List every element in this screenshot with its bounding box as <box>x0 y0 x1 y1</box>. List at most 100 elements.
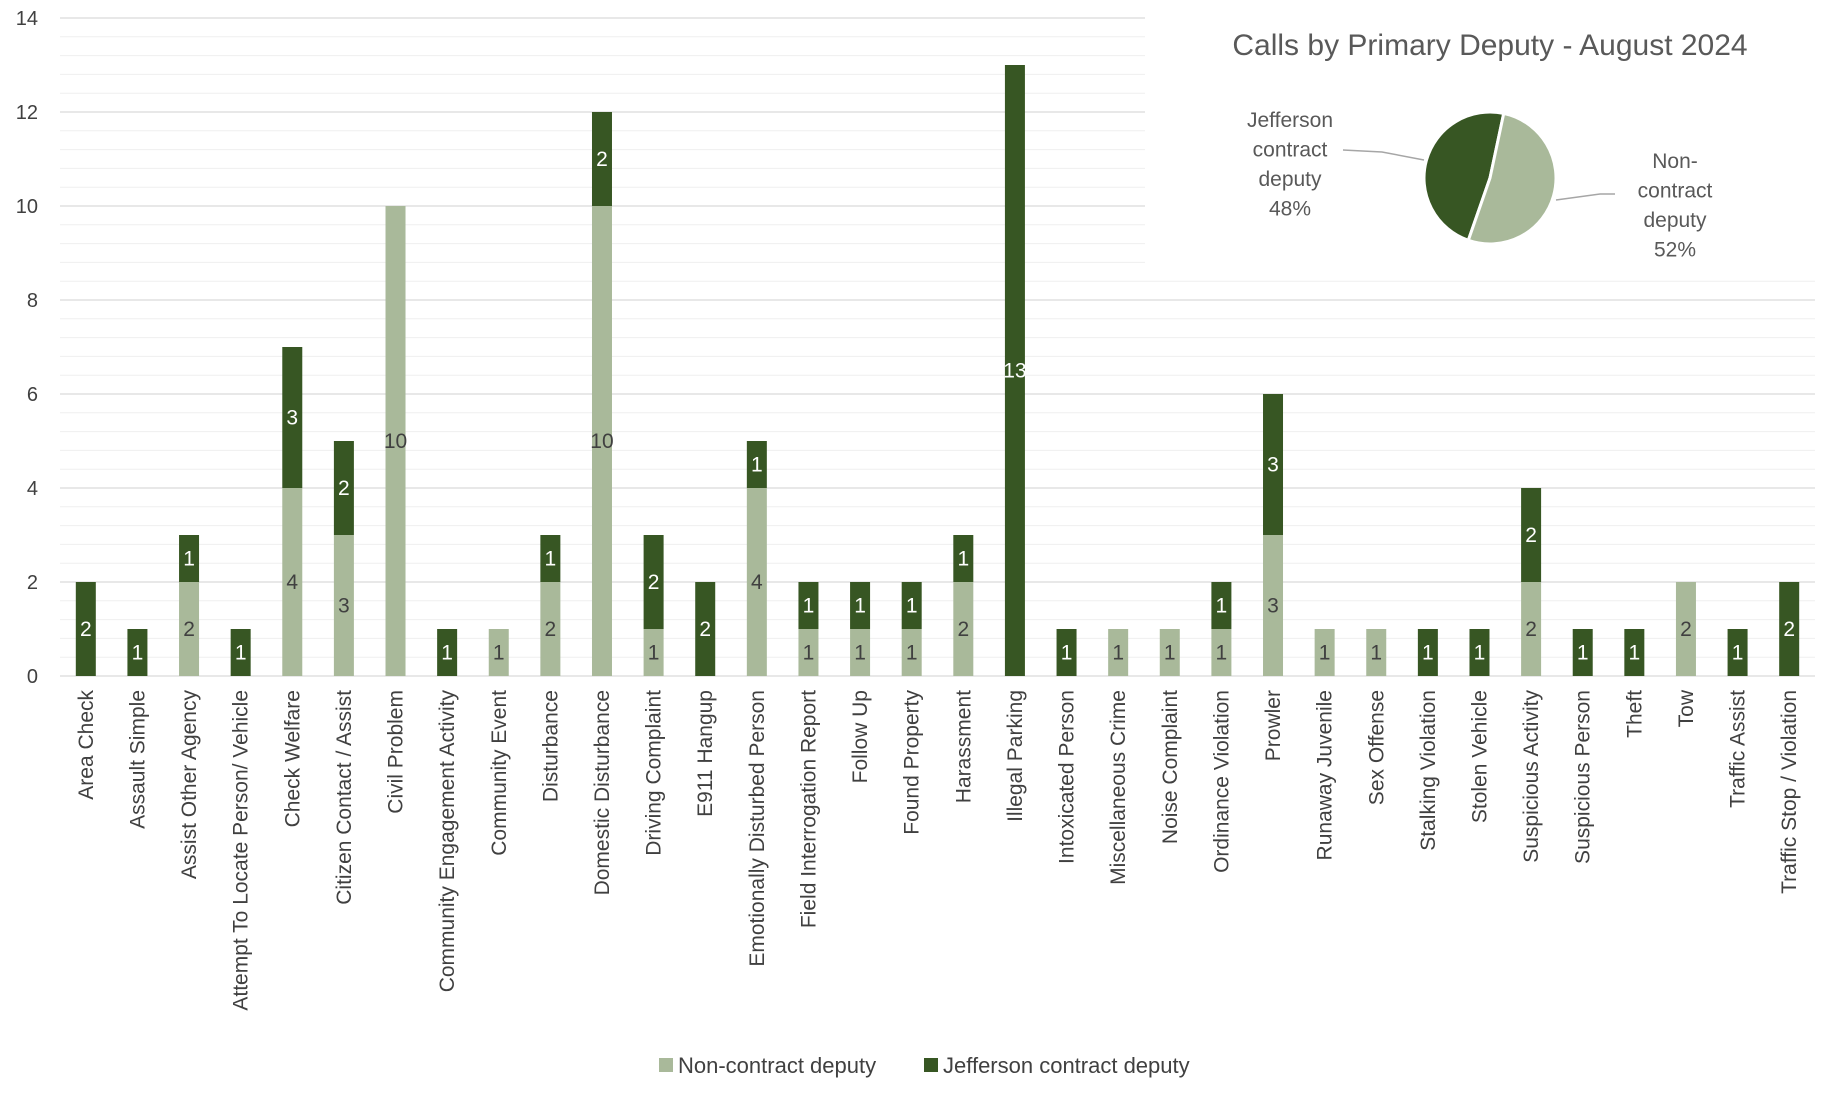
bar-driving-complaint-non-contract-deputy <box>643 629 664 676</box>
data-label: 1 <box>493 642 505 665</box>
pie-label-jefferson: Jefferson contract deputy 48% <box>1247 109 1333 221</box>
category-label: Sex Offense <box>1365 690 1388 805</box>
x-axis-categories: Area Check Assault Simple Assist Other Age… <box>75 689 1801 1010</box>
bar-disturbance-non-contract-deputy <box>540 582 561 676</box>
category-label: Stolen Vehicle <box>1468 690 1491 823</box>
category-label: Driving Complaint <box>643 690 666 856</box>
bar-tow-non-contract-deputy <box>1675 582 1696 676</box>
y-tick-label: 10 <box>16 196 38 218</box>
y-tick-label: 6 <box>27 384 38 406</box>
y-tick-label: 14 <box>16 8 38 30</box>
bar-community-engagement-activity-jefferson-contract-deputy <box>437 629 458 676</box>
category-label: Check Welfare <box>281 690 304 827</box>
category-label: Miscellaneous Crime <box>1107 690 1130 885</box>
data-label: 1 <box>545 548 557 571</box>
data-label: 10 <box>590 430 613 453</box>
bar-found-property-jefferson-contract-deputy <box>901 582 922 629</box>
bar-follow-up-non-contract-deputy <box>850 629 871 676</box>
bar-noise-complaint-non-contract-deputy <box>1159 629 1180 676</box>
bar-traffic-assist-jefferson-contract-deputy <box>1727 629 1748 676</box>
category-label: Traffic Stop / Violation <box>1778 690 1801 894</box>
pie-slice-non-contract-deputy <box>1466 111 1558 246</box>
pie-chart: Calls by Primary Deputy - August 2024 Je… <box>1232 29 1747 262</box>
bar-miscellaneous-crime-non-contract-deputy <box>1108 629 1129 676</box>
bar-assist-other-agency-jefferson-contract-deputy <box>179 535 200 582</box>
category-label: Found Property <box>901 690 924 835</box>
category-label: Assault Simple <box>126 690 149 829</box>
bar-sex-offense-non-contract-deputy <box>1366 629 1387 676</box>
category-label: Harassment <box>952 690 975 803</box>
data-label: 1 <box>1370 642 1382 665</box>
category-label: Intoxicated Person <box>1056 690 1079 864</box>
bar-emotionally-disturbed-person-non-contract-deputy <box>746 488 767 676</box>
category-label: Prowler <box>1262 690 1285 761</box>
data-label: 3 <box>1267 454 1279 477</box>
category-label: Suspicious Person <box>1572 690 1595 864</box>
data-label: 3 <box>338 595 350 618</box>
data-label: 13 <box>1003 360 1026 383</box>
category-label: Noise Complaint <box>1159 690 1182 844</box>
data-label: 10 <box>384 430 407 453</box>
data-label: 1 <box>854 595 866 618</box>
category-label: Ordinance Violation <box>1210 690 1233 873</box>
data-label: 2 <box>183 618 195 641</box>
category-label: Civil Problem <box>385 690 408 814</box>
data-label: 4 <box>286 571 298 594</box>
category-label: Community Event <box>488 690 511 856</box>
bar-community-event-non-contract-deputy <box>488 629 509 676</box>
bar-traffic-stop-violation-jefferson-contract-deputy <box>1779 582 1800 676</box>
data-label: 4 <box>751 571 763 594</box>
y-tick-label: 2 <box>27 572 38 594</box>
category-label: Emotionally Disturbed Person <box>746 690 769 967</box>
bar-suspicious-activity-non-contract-deputy <box>1521 582 1542 676</box>
data-label: 1 <box>906 595 918 618</box>
category-label: Disturbance <box>539 690 562 802</box>
y-tick-label: 0 <box>27 666 38 688</box>
pie-leader-line <box>1555 193 1615 201</box>
pie-leader-line <box>1342 149 1425 161</box>
bar-field-interrogation-report-non-contract-deputy <box>798 629 819 676</box>
bar-field-interrogation-report-jefferson-contract-deputy <box>798 582 819 629</box>
data-label: 1 <box>751 454 763 477</box>
legend-label: Jefferson contract deputy <box>943 1053 1190 1078</box>
category-label: Suspicious Activity <box>1520 690 1543 863</box>
bar-harassment-jefferson-contract-deputy <box>953 535 974 582</box>
data-label: 3 <box>1267 595 1279 618</box>
bar-e911-hangup-jefferson-contract-deputy <box>695 582 716 676</box>
bar-assist-other-agency-non-contract-deputy <box>179 582 200 676</box>
category-label: Follow Up <box>849 690 872 783</box>
data-label: 1 <box>957 548 969 571</box>
bar-stolen-vehicle-jefferson-contract-deputy <box>1469 629 1490 676</box>
bar-intoxicated-person-jefferson-contract-deputy <box>1056 629 1077 676</box>
bar-stalking-violation-jefferson-contract-deputy <box>1417 629 1438 676</box>
data-label: 1 <box>1422 642 1434 665</box>
bar-series <box>75 65 1800 676</box>
data-label: 1 <box>1112 642 1124 665</box>
bar-emotionally-disturbed-person-jefferson-contract-deputy <box>746 441 767 488</box>
category-label: Domestic Disturbance <box>591 690 614 895</box>
bar-citizen-contact-assist-jefferson-contract-deputy <box>333 441 354 535</box>
bar-ordinance-violation-jefferson-contract-deputy <box>1211 582 1232 629</box>
legend: Non-contract deputy Jefferson contract de… <box>659 1053 1190 1078</box>
bar-harassment-non-contract-deputy <box>953 582 974 676</box>
y-tick-label: 8 <box>27 290 38 312</box>
bar-ordinance-violation-non-contract-deputy <box>1211 629 1232 676</box>
pie-slice-jefferson-contract-deputy <box>1422 110 1506 243</box>
bar-theft-jefferson-contract-deputy <box>1624 629 1645 676</box>
data-label: 1 <box>1628 642 1640 665</box>
data-label: 1 <box>906 642 918 665</box>
bar-follow-up-jefferson-contract-deputy <box>850 582 871 629</box>
data-label: 1 <box>132 642 144 665</box>
data-label: 1 <box>235 642 247 665</box>
bar-check-welfare-jefferson-contract-deputy <box>282 347 303 488</box>
data-label: 1 <box>441 642 453 665</box>
category-label: Community Engagement Activity <box>436 690 459 993</box>
bar-domestic-disturbance-jefferson-contract-deputy <box>591 112 612 206</box>
data-label: 2 <box>1783 618 1795 641</box>
bar-domestic-disturbance-non-contract-deputy <box>591 206 612 676</box>
bar-disturbance-jefferson-contract-deputy <box>540 535 561 582</box>
y-axis-ticks: 0 2 4 6 8 10 12 14 <box>16 8 38 688</box>
data-label: 3 <box>286 407 298 430</box>
